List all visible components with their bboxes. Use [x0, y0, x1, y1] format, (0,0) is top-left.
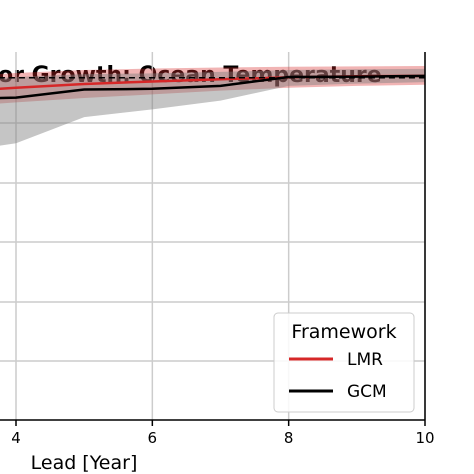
x-tick-labels: 4 6 8 10	[11, 429, 434, 447]
x-tick-label: 4	[11, 429, 21, 447]
legend-title: Framework	[291, 321, 396, 343]
legend-label-lmr: LMR	[347, 350, 383, 370]
legend-label-gcm: GCM	[347, 382, 387, 402]
x-tick-label: 10	[415, 429, 434, 447]
chart-title: or Growth: Ocean Temperature	[0, 63, 382, 88]
legend: Framework LMR GCM	[273, 312, 415, 413]
line-gcm	[0, 74, 426, 100]
legend-box	[273, 312, 415, 413]
series-lines	[0, 74, 426, 100]
x-axis-label: Lead [Year]	[31, 452, 138, 474]
band-lmr	[0, 65, 425, 104]
x-tick-label: 6	[148, 429, 158, 447]
axes	[0, 52, 426, 426]
x-tick-label: 8	[284, 429, 294, 447]
